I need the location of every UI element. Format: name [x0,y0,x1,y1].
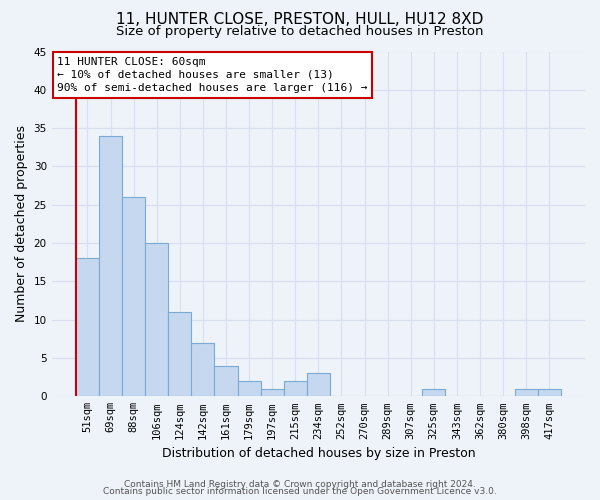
Bar [307,374,330,396]
Bar [214,366,238,396]
Y-axis label: Number of detached properties: Number of detached properties [15,126,28,322]
Bar [238,381,260,396]
Bar [145,243,168,396]
Text: 11 HUNTER CLOSE: 60sqm
← 10% of detached houses are smaller (13)
90% of semi-det: 11 HUNTER CLOSE: 60sqm ← 10% of detached… [57,56,367,93]
Text: Size of property relative to detached houses in Preston: Size of property relative to detached ho… [116,25,484,38]
Bar [76,258,99,396]
Text: Contains public sector information licensed under the Open Government Licence v3: Contains public sector information licen… [103,487,497,496]
Bar [168,312,191,396]
Text: Contains HM Land Registry data © Crown copyright and database right 2024.: Contains HM Land Registry data © Crown c… [124,480,476,489]
Bar [422,388,445,396]
X-axis label: Distribution of detached houses by size in Preston: Distribution of detached houses by size … [161,447,475,460]
Bar [191,342,214,396]
Bar [515,388,538,396]
Bar [284,381,307,396]
Text: 11, HUNTER CLOSE, PRESTON, HULL, HU12 8XD: 11, HUNTER CLOSE, PRESTON, HULL, HU12 8X… [116,12,484,28]
Bar [260,388,284,396]
Bar [99,136,122,396]
Bar [538,388,561,396]
Bar [122,197,145,396]
